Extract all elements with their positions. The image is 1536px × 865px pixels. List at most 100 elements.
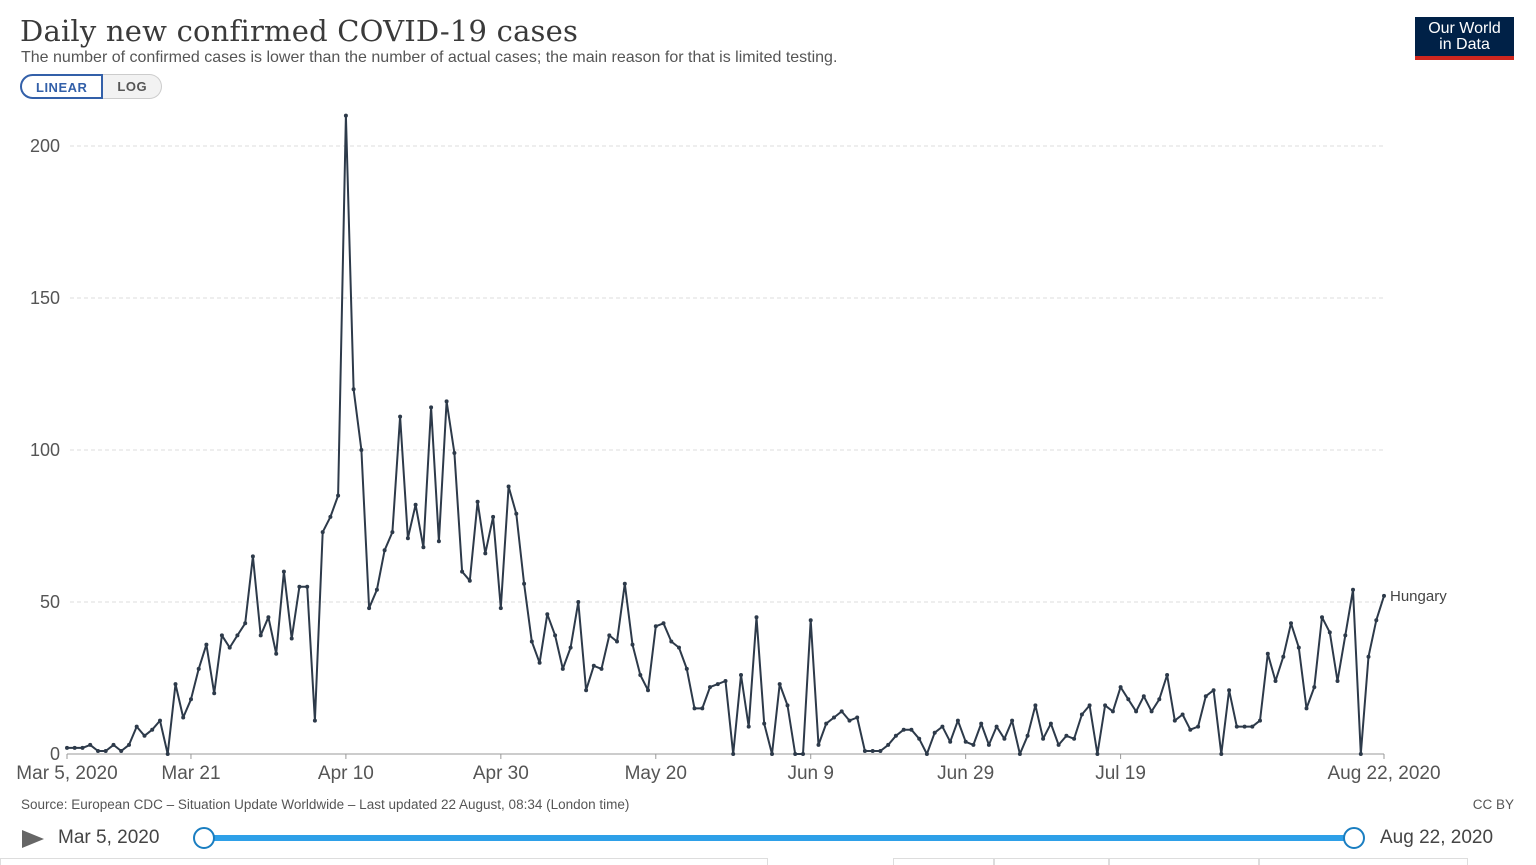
data-point[interactable]: [204, 642, 209, 647]
data-point[interactable]: [1141, 694, 1146, 699]
data-point[interactable]: [932, 730, 937, 735]
timeline-start-handle[interactable]: [193, 827, 215, 849]
data-point[interactable]: [1118, 685, 1123, 690]
data-point[interactable]: [955, 718, 960, 723]
data-point[interactable]: [607, 633, 612, 638]
data-point[interactable]: [785, 703, 790, 708]
data-point[interactable]: [576, 600, 581, 604]
data-point[interactable]: [1382, 593, 1386, 598]
data-point[interactable]: [305, 584, 310, 589]
data-point[interactable]: [1374, 618, 1379, 623]
data-point[interactable]: [266, 615, 271, 620]
data-point[interactable]: [529, 639, 534, 644]
data-point[interactable]: [119, 749, 124, 753]
data-point[interactable]: [924, 752, 929, 756]
data-point[interactable]: [1110, 709, 1115, 714]
data-point[interactable]: [421, 545, 426, 550]
data-point[interactable]: [630, 642, 635, 647]
data-point[interactable]: [1242, 724, 1247, 729]
play-icon[interactable]: [22, 830, 44, 848]
data-point[interactable]: [111, 742, 116, 747]
data-point[interactable]: [1265, 651, 1270, 656]
data-point[interactable]: [762, 721, 767, 726]
data-point[interactable]: [1211, 688, 1216, 693]
data-point[interactable]: [560, 666, 565, 671]
data-point[interactable]: [452, 451, 457, 455]
data-point[interactable]: [1320, 615, 1324, 620]
data-point[interactable]: [591, 663, 596, 668]
data-point[interactable]: [622, 581, 627, 586]
data-point[interactable]: [1366, 654, 1371, 659]
data-point[interactable]: [537, 660, 542, 665]
data-point[interactable]: [289, 636, 294, 641]
data-point[interactable]: [986, 742, 991, 747]
data-point[interactable]: [832, 715, 836, 720]
data-point[interactable]: [615, 639, 619, 644]
data-point[interactable]: [1188, 727, 1193, 732]
data-point[interactable]: [979, 721, 984, 726]
data-point[interactable]: [491, 514, 496, 519]
data-point[interactable]: [150, 727, 155, 732]
data-point[interactable]: [312, 718, 317, 723]
tab-sources[interactable]: [1108, 858, 1260, 865]
timeline-end-handle[interactable]: [1343, 827, 1365, 849]
data-point[interactable]: [739, 673, 743, 677]
data-point[interactable]: [80, 745, 85, 750]
data-point[interactable]: [219, 633, 224, 638]
data-point[interactable]: [940, 724, 945, 729]
data-point[interactable]: [1010, 718, 1015, 723]
data-point[interactable]: [1095, 752, 1100, 756]
data-point[interactable]: [1165, 673, 1170, 677]
license-label[interactable]: CC BY: [1472, 797, 1514, 812]
data-point[interactable]: [777, 682, 782, 687]
data-point[interactable]: [584, 688, 589, 693]
data-point[interactable]: [661, 621, 666, 626]
data-point[interactable]: [715, 682, 720, 687]
series-label-hungary[interactable]: Hungary: [1390, 588, 1447, 605]
data-point[interactable]: [638, 673, 643, 677]
data-point[interactable]: [1172, 718, 1177, 723]
data-point[interactable]: [568, 645, 573, 650]
data-point[interactable]: [336, 493, 341, 498]
data-point[interactable]: [816, 742, 821, 747]
data-point[interactable]: [258, 633, 263, 638]
data-point[interactable]: [1025, 733, 1030, 738]
data-point[interactable]: [1304, 706, 1309, 711]
data-point[interactable]: [963, 739, 968, 744]
tab-chart[interactable]: [0, 858, 768, 865]
data-point[interactable]: [870, 749, 875, 753]
data-point[interactable]: [1327, 630, 1332, 635]
data-point[interactable]: [1335, 679, 1340, 683]
data-point[interactable]: [545, 612, 550, 617]
data-point[interactable]: [646, 688, 650, 693]
data-point[interactable]: [498, 606, 503, 611]
data-point[interactable]: [343, 113, 348, 118]
data-point[interactable]: [1048, 721, 1053, 726]
data-point[interactable]: [553, 633, 558, 638]
log-scale-button[interactable]: LOG: [103, 74, 163, 99]
data-point[interactable]: [134, 724, 139, 729]
data-point[interactable]: [731, 752, 736, 756]
data-point[interactable]: [1056, 742, 1061, 747]
tab-map[interactable]: [893, 858, 995, 865]
data-point[interactable]: [700, 706, 705, 711]
data-point[interactable]: [1064, 733, 1069, 738]
data-point[interactable]: [351, 387, 356, 392]
data-point[interactable]: [692, 706, 697, 711]
data-point[interactable]: [1196, 724, 1201, 729]
data-point[interactable]: [359, 448, 364, 452]
data-point[interactable]: [483, 551, 488, 556]
data-point[interactable]: [444, 399, 449, 404]
data-point[interactable]: [522, 581, 527, 586]
data-point[interactable]: [281, 569, 286, 574]
data-point[interactable]: [467, 578, 472, 583]
data-point[interactable]: [436, 539, 441, 544]
data-point[interactable]: [1017, 752, 1022, 756]
data-point[interactable]: [429, 405, 434, 410]
data-point[interactable]: [893, 733, 898, 738]
data-point[interactable]: [1126, 697, 1131, 702]
data-point[interactable]: [855, 715, 860, 720]
data-point[interactable]: [367, 606, 372, 611]
data-point[interactable]: [1227, 688, 1232, 693]
data-point[interactable]: [96, 749, 100, 753]
